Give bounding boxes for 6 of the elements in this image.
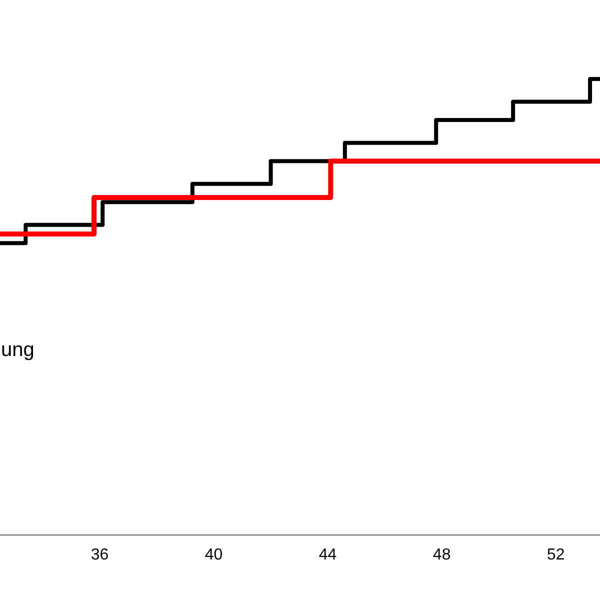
x-tick-label: 48 (432, 546, 451, 564)
x-tick-label: 44 (318, 546, 337, 564)
x-tick-label: 36 (90, 546, 109, 564)
x-tick-label: 52 (546, 546, 565, 564)
x-tick-label: 40 (204, 546, 223, 564)
annotation: ung (1, 339, 34, 361)
